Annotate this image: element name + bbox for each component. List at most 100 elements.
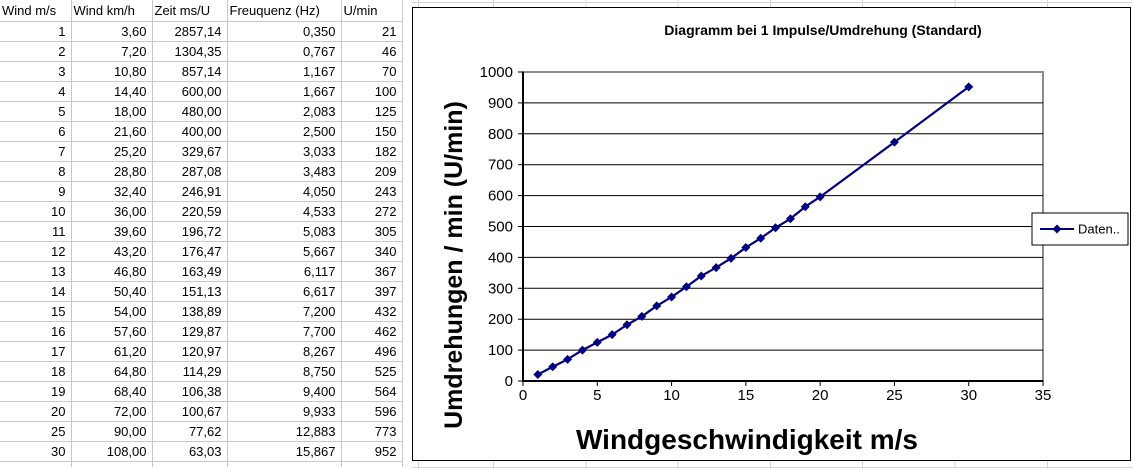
cell[interactable]: 114,29 [152,361,228,382]
cell[interactable]: 14 [0,281,72,302]
cell[interactable]: 19 [0,381,72,402]
cell[interactable]: 10,80 [71,61,153,82]
cell[interactable]: 525 [341,361,403,382]
cell[interactable]: 220,59 [152,201,228,222]
cell[interactable]: 9 [0,181,72,202]
cell[interactable]: 46,80 [71,261,153,282]
cell[interactable]: 8,750 [227,361,342,382]
cell[interactable] [341,461,403,467]
cell[interactable]: 106,38 [152,381,228,402]
cell[interactable]: 18,00 [71,101,153,122]
cell[interactable]: 129,87 [152,321,228,342]
column-header-wind-ms[interactable]: Wind m/s [0,0,72,22]
cell[interactable] [152,461,228,467]
cell[interactable]: 13 [0,261,72,282]
cell[interactable]: 120,97 [152,341,228,362]
cell[interactable]: 21 [341,21,403,42]
cell[interactable]: 9,400 [227,381,342,402]
column-header-umin[interactable]: U/min [341,0,403,22]
cell[interactable]: 7,20 [71,41,153,62]
cell[interactable]: 125 [341,101,403,122]
cell[interactable]: 596 [341,401,403,422]
cell[interactable]: 7 [0,141,72,162]
cell[interactable] [71,461,153,467]
cell[interactable]: 340 [341,241,403,262]
cell[interactable]: 2,083 [227,101,342,122]
cell[interactable]: 1,167 [227,61,342,82]
cell[interactable]: 36,00 [71,201,153,222]
cell[interactable]: 432 [341,301,403,322]
cell[interactable]: 9,933 [227,401,342,422]
cell[interactable]: 564 [341,381,403,402]
cell[interactable]: 15,867 [227,441,342,462]
cell[interactable]: 246,91 [152,181,228,202]
cell[interactable]: 12 [0,241,72,262]
cell[interactable]: 39,60 [71,221,153,242]
cell[interactable]: 329,67 [152,141,228,162]
cell[interactable]: 100 [341,81,403,102]
cell[interactable] [227,461,342,467]
chart-object[interactable]: 0 100 200 300 400 500 600 700 800 900 1000 0 5 10 15 20… [412,7,1131,461]
cell[interactable]: 10 [0,201,72,222]
cell[interactable]: 151,13 [152,281,228,302]
cell[interactable]: 2857,14 [152,21,228,42]
cell[interactable]: 1 [0,21,72,42]
cell[interactable]: 600,00 [152,81,228,102]
cell[interactable]: 150 [341,121,403,142]
cell[interactable]: 16 [0,321,72,342]
cell[interactable]: 176,47 [152,241,228,262]
cell[interactable]: 32,40 [71,181,153,202]
cell[interactable]: 11 [0,221,72,242]
cell[interactable]: 8 [0,161,72,182]
cell[interactable]: 0,350 [227,21,342,42]
cell[interactable]: 3,483 [227,161,342,182]
cell[interactable]: 196,72 [152,221,228,242]
cell[interactable]: 108,00 [71,441,153,462]
cell[interactable]: 1,667 [227,81,342,102]
cell[interactable]: 2,500 [227,121,342,142]
cell[interactable]: 287,08 [152,161,228,182]
cell[interactable]: 0,767 [227,41,342,62]
cell[interactable]: 1304,35 [152,41,228,62]
cell[interactable]: 12,883 [227,421,342,442]
cell[interactable]: 30 [0,441,72,462]
cell[interactable]: 4,533 [227,201,342,222]
cell[interactable]: 7,700 [227,321,342,342]
cell[interactable]: 90,00 [71,421,153,442]
cell[interactable]: 6,617 [227,281,342,302]
cell[interactable]: 25,20 [71,141,153,162]
cell[interactable]: 367 [341,261,403,282]
cell[interactable]: 15 [0,301,72,322]
cell[interactable]: 68,40 [71,381,153,402]
cell[interactable]: 480,00 [152,101,228,122]
cell[interactable]: 952 [341,441,403,462]
cell[interactable]: 8,267 [227,341,342,362]
cell[interactable]: 7,200 [227,301,342,322]
x-axis-title[interactable]: Windgeschwindigkeit m/s [576,424,918,455]
cell[interactable]: 3 [0,61,72,82]
cell[interactable]: 43,20 [71,241,153,262]
cell[interactable]: 6 [0,121,72,142]
column-header-wind-kmh[interactable]: Wind km/h [71,0,153,22]
cell[interactable]: 4 [0,81,72,102]
cell[interactable]: 3,60 [71,21,153,42]
cell[interactable]: 28,80 [71,161,153,182]
cell[interactable]: 72,00 [71,401,153,422]
cell[interactable]: 54,00 [71,301,153,322]
cell[interactable]: 17 [0,341,72,362]
cell[interactable]: 61,20 [71,341,153,362]
cell[interactable]: 63,03 [152,441,228,462]
cell[interactable]: 21,60 [71,121,153,142]
cell[interactable]: 77,62 [152,421,228,442]
cell[interactable]: 5,083 [227,221,342,242]
cell[interactable]: 64,80 [71,361,153,382]
y-axis-title[interactable]: Umdrehungen / min (U/min) [440,101,468,429]
cell[interactable]: 2 [0,41,72,62]
cell[interactable]: 397 [341,281,403,302]
cell[interactable]: 182 [341,141,403,162]
cell[interactable]: 857,14 [152,61,228,82]
chart-title[interactable]: Diagramm bei 1 Impulse/Umdrehung (Standa… [664,22,981,38]
cell[interactable]: 4,050 [227,181,342,202]
cell[interactable]: 100,67 [152,401,228,422]
legend[interactable]: Daten.. [1031,212,1129,246]
